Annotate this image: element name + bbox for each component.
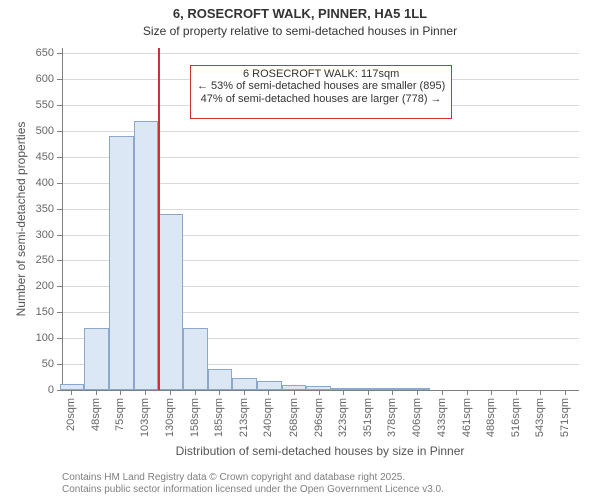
ytick-label: 50: [0, 358, 54, 370]
ytick-label: 0: [0, 384, 54, 396]
histogram-bar: [134, 121, 159, 390]
xtick-mark: [120, 390, 121, 395]
xtick-label: 296sqm: [313, 398, 325, 437]
annotation-line: 47% of semi-detached houses are larger (…: [197, 93, 445, 106]
xtick-label: 351sqm: [362, 398, 374, 437]
xtick-mark: [516, 390, 517, 395]
ytick-label: 250: [0, 254, 54, 266]
xtick-mark: [417, 390, 418, 395]
footer-line: Contains public sector information licen…: [62, 484, 600, 496]
xtick-label: 323sqm: [337, 398, 349, 437]
annotation-line: ← 53% of semi-detached houses are smalle…: [197, 80, 445, 93]
xtick-mark: [467, 390, 468, 395]
xtick-label: 571sqm: [559, 398, 571, 437]
xtick-label: 268sqm: [288, 398, 300, 437]
xtick-mark: [96, 390, 97, 395]
ytick-mark: [57, 286, 62, 287]
xtick-mark: [244, 390, 245, 395]
xtick-label: 75sqm: [114, 398, 126, 431]
ytick-mark: [57, 338, 62, 339]
xtick-label: 130sqm: [164, 398, 176, 437]
ytick-mark: [57, 131, 62, 132]
xtick-mark: [219, 390, 220, 395]
ytick-label: 400: [0, 177, 54, 189]
xtick-mark: [268, 390, 269, 395]
ytick-mark: [57, 260, 62, 261]
ytick-label: 200: [0, 280, 54, 292]
chart-container: 6, ROSECROFT WALK, PINNER, HA5 1LL Size …: [0, 0, 600, 500]
annotation-box: 6 ROSECROFT WALK: 117sqm← 53% of semi-de…: [190, 65, 452, 119]
xtick-mark: [392, 390, 393, 395]
xtick-label: 406sqm: [411, 398, 423, 437]
xtick-mark: [540, 390, 541, 395]
ytick-mark: [57, 390, 62, 391]
xtick-label: 433sqm: [436, 398, 448, 437]
xtick-mark: [491, 390, 492, 395]
ytick-mark: [57, 105, 62, 106]
ytick-mark: [57, 209, 62, 210]
chart-title-line2: Size of property relative to semi-detach…: [0, 24, 600, 38]
xtick-mark: [170, 390, 171, 395]
ytick-label: 100: [0, 332, 54, 344]
xtick-mark: [195, 390, 196, 395]
ytick-mark: [57, 235, 62, 236]
annotation-line: 6 ROSECROFT WALK: 117sqm: [197, 68, 445, 81]
histogram-bar: [109, 136, 134, 390]
xtick-label: 378sqm: [386, 398, 398, 437]
xtick-label: 158sqm: [189, 398, 201, 437]
ytick-label: 350: [0, 203, 54, 215]
xtick-mark: [368, 390, 369, 395]
chart-title-line1: 6, ROSECROFT WALK, PINNER, HA5 1LL: [0, 6, 600, 21]
ytick-label: 500: [0, 125, 54, 137]
xtick-mark: [319, 390, 320, 395]
ytick-label: 550: [0, 99, 54, 111]
gridline: [63, 53, 579, 54]
histogram-bar: [208, 369, 233, 390]
ytick-label: 450: [0, 151, 54, 163]
xtick-mark: [294, 390, 295, 395]
ytick-label: 300: [0, 229, 54, 241]
xtick-mark: [442, 390, 443, 395]
xtick-label: 185sqm: [213, 398, 225, 437]
xtick-label: 103sqm: [139, 398, 151, 437]
xtick-mark: [71, 390, 72, 395]
xtick-label: 516sqm: [510, 398, 522, 437]
xtick-label: 543sqm: [534, 398, 546, 437]
histogram-bar: [257, 381, 282, 390]
ytick-mark: [57, 53, 62, 54]
histogram-bar: [232, 378, 257, 390]
plot-area: 6 ROSECROFT WALK: 117sqm← 53% of semi-de…: [62, 48, 579, 391]
histogram-bar: [60, 384, 85, 390]
property-marker-line: [158, 48, 160, 390]
footer-line: Contains HM Land Registry data © Crown c…: [62, 472, 600, 484]
histogram-bar: [183, 328, 208, 390]
xtick-mark: [145, 390, 146, 395]
x-axis-label: Distribution of semi-detached houses by …: [62, 444, 578, 458]
footer-attribution: Contains HM Land Registry data © Crown c…: [62, 472, 600, 496]
ytick-mark: [57, 157, 62, 158]
ytick-mark: [57, 364, 62, 365]
xtick-label: 20sqm: [65, 398, 77, 431]
histogram-bar: [84, 328, 109, 390]
xtick-label: 48sqm: [90, 398, 102, 431]
xtick-label: 461sqm: [461, 398, 473, 437]
xtick-mark: [565, 390, 566, 395]
ytick-label: 600: [0, 73, 54, 85]
xtick-label: 240sqm: [262, 398, 274, 437]
ytick-label: 650: [0, 47, 54, 59]
ytick-mark: [57, 183, 62, 184]
xtick-mark: [343, 390, 344, 395]
ytick-label: 150: [0, 306, 54, 318]
ytick-mark: [57, 79, 62, 80]
xtick-label: 488sqm: [485, 398, 497, 437]
ytick-mark: [57, 312, 62, 313]
histogram-bar: [158, 214, 183, 390]
xtick-label: 213sqm: [238, 398, 250, 437]
